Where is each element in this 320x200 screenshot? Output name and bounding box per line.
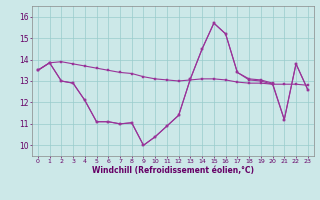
X-axis label: Windchill (Refroidissement éolien,°C): Windchill (Refroidissement éolien,°C) bbox=[92, 166, 254, 175]
